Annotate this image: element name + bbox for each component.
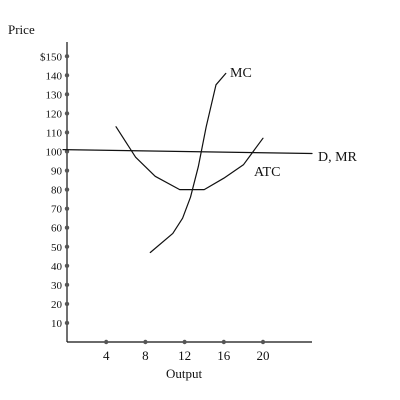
y-tick-label: 80 (51, 185, 63, 197)
y-tick-label: 100 (46, 147, 63, 159)
y-tick-label: 110 (46, 127, 63, 139)
y-tick-dot (64, 282, 70, 288)
x-tick-dot (182, 339, 187, 345)
y-ticks: $150 140 130 120 110 100 90 80 70 60 50 40 30 20 10 (40, 51, 70, 330)
y-tick-dot (64, 168, 70, 173)
x-ticks: 4 8 12 16 20 (103, 339, 270, 363)
x-tick-label: 16 (217, 348, 231, 363)
x-tick-label: 4 (103, 348, 110, 363)
y-tick-label: $150 (40, 51, 63, 63)
atc-label: ATC (254, 165, 280, 180)
x-tick-dot (143, 339, 148, 345)
y-tick-label: 90 (51, 166, 63, 178)
y-tick-dot (64, 187, 70, 192)
d-mr-curve (62, 149, 313, 155)
y-tick-label: 10 (51, 318, 63, 330)
y-tick-label: 120 (46, 108, 63, 120)
y-tick-dot (64, 244, 70, 249)
y-tick-label: 40 (51, 261, 63, 273)
y-tick-label: 70 (51, 204, 63, 216)
x-tick-dot (221, 339, 226, 345)
y-tick-dot (64, 54, 70, 59)
y-tick-label: 140 (46, 70, 63, 82)
y-tick-dot (64, 263, 70, 268)
x-tick-label: 12 (178, 348, 191, 363)
x-tick-dot (260, 339, 266, 345)
y-tick-dot (64, 206, 70, 211)
curves (62, 72, 313, 254)
mc-curve (149, 72, 227, 254)
y-tick-label: 30 (51, 280, 63, 292)
y-tick-dot (64, 320, 70, 326)
x-tick-label: 20 (257, 348, 270, 363)
x-tick-dot (104, 339, 109, 345)
y-tick-dot (64, 92, 70, 97)
y-tick-dot (64, 111, 70, 116)
y-tick-dot (64, 130, 70, 135)
x-tick-label: 8 (142, 348, 149, 363)
curve-labels: MC ATC D, MR (230, 66, 358, 180)
y-tick-dot (64, 301, 70, 307)
x-axis-title: Output (166, 366, 203, 381)
y-tick-label: 60 (51, 223, 63, 235)
y-tick-dot (64, 225, 70, 230)
atc-curve (115, 126, 264, 191)
y-tick-label: 50 (51, 242, 63, 254)
mc-label: MC (230, 66, 252, 81)
y-tick-label: 130 (46, 89, 63, 101)
y-tick-dot (64, 149, 70, 154)
y-tick-dot (64, 73, 70, 78)
d-mr-label: D, MR (318, 150, 358, 165)
y-axis-title: Price (8, 22, 35, 37)
y-tick-label: 20 (51, 299, 63, 311)
